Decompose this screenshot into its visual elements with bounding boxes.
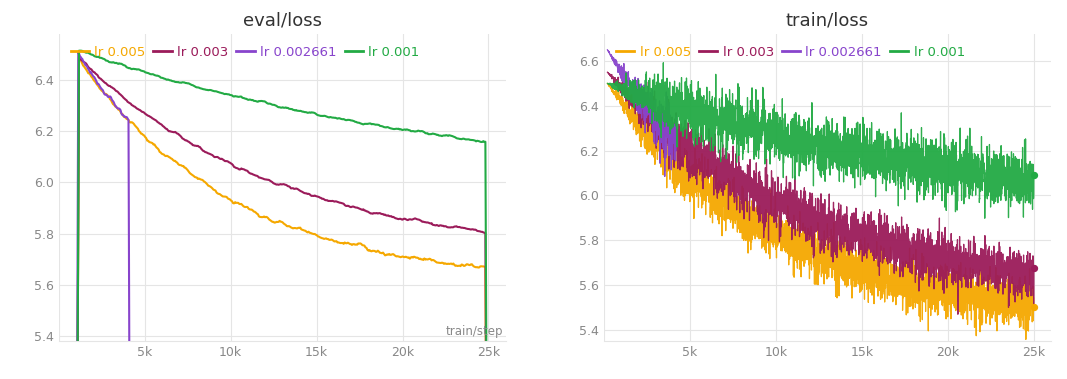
Point: [1025, 172, 1042, 178]
Text: train/step: train/step: [446, 325, 504, 338]
Point: [1025, 304, 1042, 310]
Point: [1025, 265, 1042, 271]
Legend: lr 0.005, lr 0.003, lr 0.002661, lr 0.001: lr 0.005, lr 0.003, lr 0.002661, lr 0.00…: [610, 41, 970, 64]
Legend: lr 0.005, lr 0.003, lr 0.002661, lr 0.001: lr 0.005, lr 0.003, lr 0.002661, lr 0.00…: [65, 41, 425, 64]
Title: train/loss: train/loss: [786, 12, 869, 30]
Title: eval/loss: eval/loss: [242, 12, 321, 30]
